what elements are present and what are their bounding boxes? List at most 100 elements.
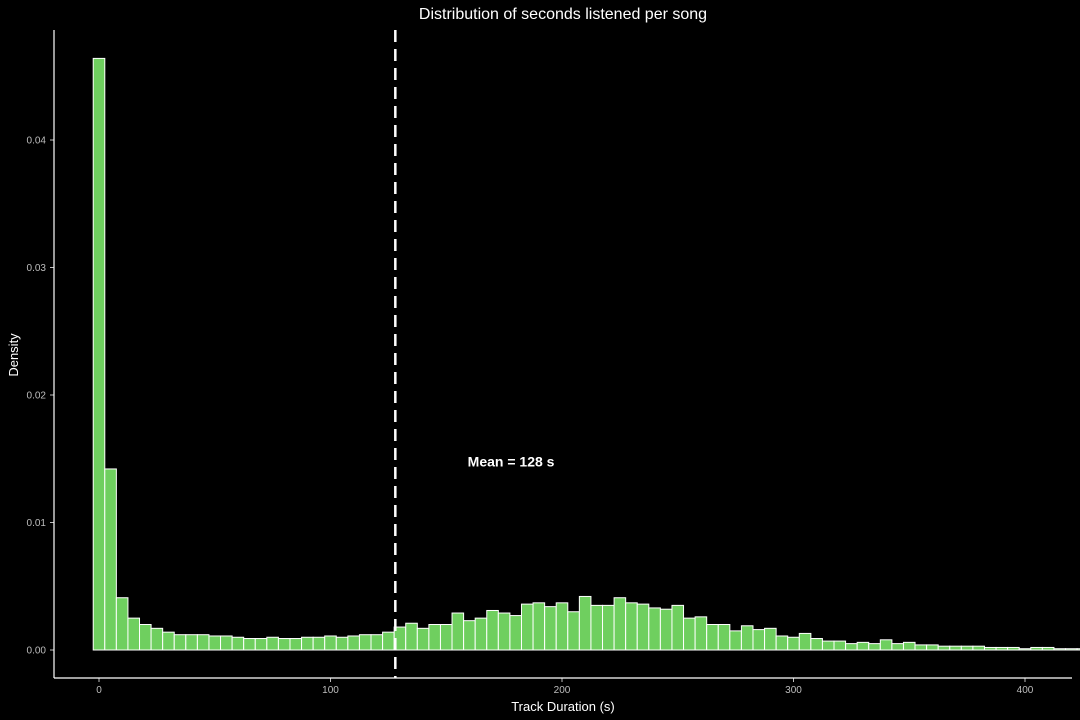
histogram-bar xyxy=(625,602,638,651)
histogram-bar xyxy=(104,468,117,651)
histogram-bar xyxy=(648,607,661,651)
histogram-bar xyxy=(463,620,476,651)
histogram-bar xyxy=(173,634,187,651)
histogram-bar xyxy=(926,644,939,651)
histogram-bar xyxy=(821,640,835,651)
x-tick-label: 300 xyxy=(785,685,802,696)
histogram-bar xyxy=(1018,648,1032,651)
histogram-bar xyxy=(382,631,395,651)
y-tick-label: 0.04 xyxy=(27,136,47,147)
histogram-bar xyxy=(902,641,916,651)
histogram-bar xyxy=(150,627,164,651)
histogram-bar xyxy=(602,604,615,651)
histogram-bar xyxy=(532,602,546,651)
x-axis-title: Track Duration (s) xyxy=(511,699,615,714)
chart-title: Distribution of seconds listened per son… xyxy=(419,6,707,23)
histogram-bar xyxy=(370,634,384,651)
histogram-bar xyxy=(1030,646,1043,651)
x-tick-label: 0 xyxy=(96,685,102,696)
histogram-bar xyxy=(196,634,210,651)
histogram-bar xyxy=(555,602,569,651)
histogram-bar xyxy=(706,624,719,651)
histogram-bar xyxy=(509,615,522,651)
histogram-bar xyxy=(139,624,152,651)
histogram-bar xyxy=(347,635,360,651)
histogram-bar xyxy=(185,634,198,651)
histogram-bar xyxy=(995,646,1009,651)
histogram-bar xyxy=(405,622,418,651)
histogram-bar xyxy=(1041,646,1055,651)
histogram-bar xyxy=(983,646,997,651)
histogram-bar xyxy=(115,597,129,651)
x-tick-label: 400 xyxy=(1017,685,1034,696)
histogram-bar xyxy=(312,636,326,651)
x-tick-label: 100 xyxy=(322,685,339,696)
histogram-bar xyxy=(335,636,349,651)
y-tick-label: 0.03 xyxy=(27,263,47,274)
histogram-bar xyxy=(277,638,291,651)
histogram-bar xyxy=(787,636,800,651)
histogram-bar xyxy=(243,638,256,651)
histogram-bar xyxy=(324,635,337,651)
histogram-bar xyxy=(960,645,974,651)
histogram-bar xyxy=(289,638,303,651)
histogram-bar xyxy=(1053,648,1067,651)
y-tick-label: 0.01 xyxy=(27,518,47,529)
histogram-bar xyxy=(636,603,650,651)
mean-annotation: Mean = 128 s xyxy=(468,453,555,469)
histogram-bar xyxy=(798,632,812,651)
histogram-bar xyxy=(451,612,465,651)
histogram-bar xyxy=(578,595,592,651)
histogram-bar xyxy=(729,630,742,651)
histogram-bar xyxy=(220,635,233,651)
histogram-bar xyxy=(231,636,245,651)
histogram-bar xyxy=(810,638,823,651)
histogram-bar xyxy=(92,57,106,651)
histogram-bar xyxy=(127,617,141,651)
histogram-bar xyxy=(972,645,985,651)
histogram-bar xyxy=(416,627,430,651)
histogram-bar xyxy=(1007,646,1020,651)
y-tick-label: 0.02 xyxy=(27,391,47,402)
histogram-bar xyxy=(764,627,777,651)
histogram-bar xyxy=(856,641,870,651)
histogram-bar xyxy=(497,612,511,651)
histogram-bar xyxy=(358,634,372,651)
histogram-bar xyxy=(717,624,731,651)
histogram-bar xyxy=(439,624,453,651)
y-tick-label: 0.00 xyxy=(27,646,47,657)
histogram-bar xyxy=(914,644,928,651)
histogram-bar xyxy=(567,611,580,651)
histogram-bar xyxy=(868,643,881,651)
histogram-bar xyxy=(740,625,754,651)
y-axis-title: Density xyxy=(6,333,21,377)
histogram-bar xyxy=(1076,648,1080,651)
histogram-bar xyxy=(301,636,314,651)
histogram-bar xyxy=(162,631,175,651)
histogram-bar xyxy=(937,645,951,651)
histogram-bar xyxy=(891,643,904,651)
histogram-bar xyxy=(775,635,789,651)
histogram-bar xyxy=(428,624,441,651)
histogram-bar xyxy=(845,643,858,651)
histogram-bar xyxy=(752,629,766,651)
histogram-bar xyxy=(590,604,604,651)
histogram-bar xyxy=(254,638,268,651)
histogram-bar xyxy=(949,645,962,651)
histogram-bar xyxy=(1065,648,1078,651)
histogram-bar xyxy=(544,606,557,651)
y-axis-ticks: 0.00 0.01 0.02 0.03 0.04 xyxy=(27,136,54,657)
histogram-bar xyxy=(659,608,673,651)
histogram-bar xyxy=(879,639,893,651)
x-tick-label: 200 xyxy=(554,685,571,696)
histogram-bar xyxy=(833,640,847,651)
histogram-bar xyxy=(520,603,534,651)
histogram-bars xyxy=(92,57,1080,651)
histogram-bar xyxy=(613,597,627,651)
histogram-bar xyxy=(683,617,696,651)
histogram-bar xyxy=(266,636,279,651)
histogram-bar xyxy=(208,635,222,651)
histogram-bar xyxy=(671,604,685,651)
x-axis-ticks: 0 100 200 300 400 xyxy=(96,678,1034,696)
